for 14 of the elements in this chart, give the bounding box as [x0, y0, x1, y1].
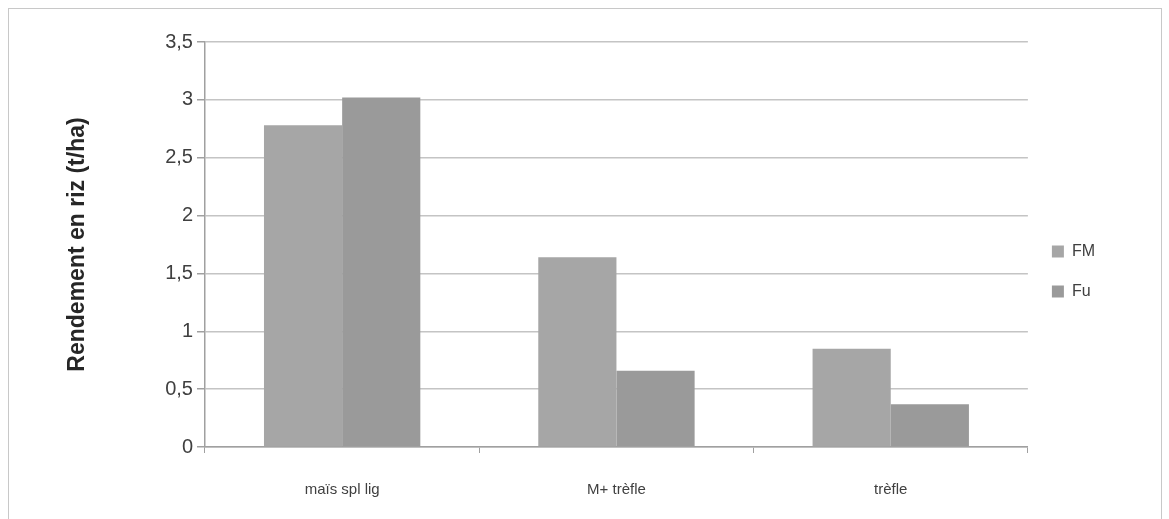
y-tick-label: 1 [181, 318, 193, 341]
legend-label: FM [1071, 241, 1096, 259]
y-tick-label: 3 [181, 87, 193, 110]
y-tick-label: 2 [181, 203, 193, 226]
x-tick-label: trèfle [874, 480, 908, 498]
y-tick-label: 0 [181, 434, 193, 457]
y-tick-label: 3,5 [165, 29, 193, 52]
y-axis-title: Rendement en riz (t/ha) [63, 117, 90, 372]
y-tick-label: 2,5 [165, 145, 193, 168]
y-tick-label: 0,5 [165, 376, 193, 399]
x-tick-label: M+ trèfle [587, 480, 646, 498]
y-tick-label: 1,5 [165, 260, 193, 283]
x-tick-label: maïs spl lig [304, 480, 380, 498]
legend-label: Fu [1071, 281, 1091, 299]
